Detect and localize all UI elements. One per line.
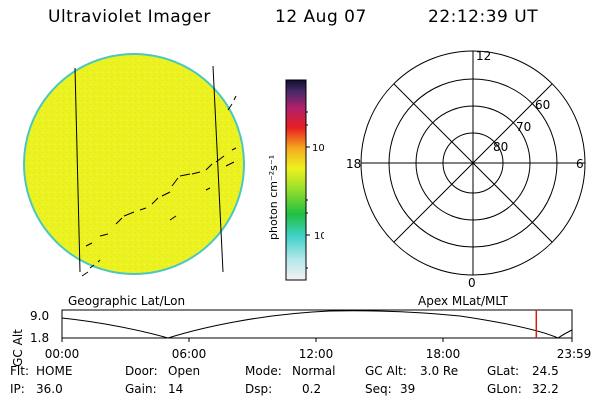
polar-ring-label-70: 70 bbox=[516, 120, 531, 134]
glon-value: 32.2 bbox=[532, 382, 559, 396]
mode-label: Mode: bbox=[245, 364, 282, 378]
dsp-value: 0.2 bbox=[302, 382, 322, 396]
gcalt-label: GC Alt: bbox=[365, 364, 407, 378]
mode-value: Normal bbox=[292, 364, 336, 378]
colorbar-unit-label: photon cm⁻²s⁻¹ bbox=[267, 155, 280, 240]
orbit-xtick: 18:00 bbox=[426, 347, 461, 361]
orbit-left-caption: Geographic Lat/Lon bbox=[68, 294, 186, 308]
colorbar-gradient bbox=[285, 79, 307, 281]
colorbar: 100 10 photon cm⁻²s⁻¹ bbox=[267, 79, 324, 281]
flt-label: Flt: bbox=[10, 364, 29, 378]
coastline bbox=[81, 95, 237, 277]
orbit-ylabel: GC Alt bbox=[11, 329, 25, 367]
uv-image-panel bbox=[23, 53, 245, 277]
polar-label-0: 0 bbox=[468, 276, 476, 287]
orbit-xtick: 12:00 bbox=[299, 347, 334, 361]
seq-label: Seq: bbox=[365, 382, 392, 396]
colorbar-tick-100: 100 bbox=[312, 143, 324, 154]
glat-label: GLat: bbox=[487, 364, 520, 378]
orbit-ytick-9: 9.0 bbox=[30, 309, 49, 323]
polar-label-6: 6 bbox=[576, 157, 584, 171]
polar-ring-label-80: 80 bbox=[493, 140, 508, 154]
orbit-xticks bbox=[61, 338, 573, 342]
meridian-line bbox=[212, 65, 224, 273]
glon-label: GLon: bbox=[487, 382, 522, 396]
orbit-xtick: 23:59 bbox=[557, 347, 592, 361]
orbit-xtick: 06:00 bbox=[172, 347, 207, 361]
door-value: Open bbox=[168, 364, 201, 378]
door-label: Door: bbox=[125, 364, 158, 378]
polar-ring-label-60: 60 bbox=[535, 98, 550, 112]
polar-label-12: 12 bbox=[476, 49, 491, 63]
orbit-altitude-curve bbox=[61, 310, 573, 339]
gcalt-value: 3.0 Re bbox=[420, 364, 459, 378]
orbit-right-caption: Apex MLat/MLT bbox=[418, 294, 508, 308]
flt-value: HOME bbox=[36, 364, 73, 378]
ip-label: IP: bbox=[10, 382, 25, 396]
colorbar-ticks bbox=[306, 111, 310, 269]
ip-value: 36.0 bbox=[36, 382, 63, 396]
meridian-line bbox=[74, 67, 81, 273]
orbit-frame bbox=[61, 309, 573, 339]
time-label: 22:12:39 UT bbox=[428, 7, 539, 27]
date-label: 12 Aug 07 bbox=[275, 7, 367, 27]
orbit-ytick-1.8: 1.8 bbox=[30, 331, 49, 345]
app-title: Ultraviolet Imager bbox=[48, 7, 211, 27]
polar-diagonal bbox=[393, 83, 553, 243]
gain-label: Gain: bbox=[125, 382, 157, 396]
dsp-label: Dsp: bbox=[245, 382, 273, 396]
polar-label-18: 18 bbox=[346, 157, 361, 171]
gain-value: 14 bbox=[168, 382, 184, 396]
colorbar-tick-10: 10 bbox=[314, 231, 324, 242]
earth-disk bbox=[23, 53, 245, 275]
polar-plot: 12 18 6 0 60 70 80 bbox=[346, 49, 586, 287]
orbit-xtick: 00:00 bbox=[45, 347, 80, 361]
seq-value: 39 bbox=[400, 382, 416, 396]
orbit-strip: GC Alt 9.0 1.8 00:00 06:00 12:00 18:00 2… bbox=[11, 309, 592, 367]
glat-value: 24.5 bbox=[532, 364, 559, 378]
